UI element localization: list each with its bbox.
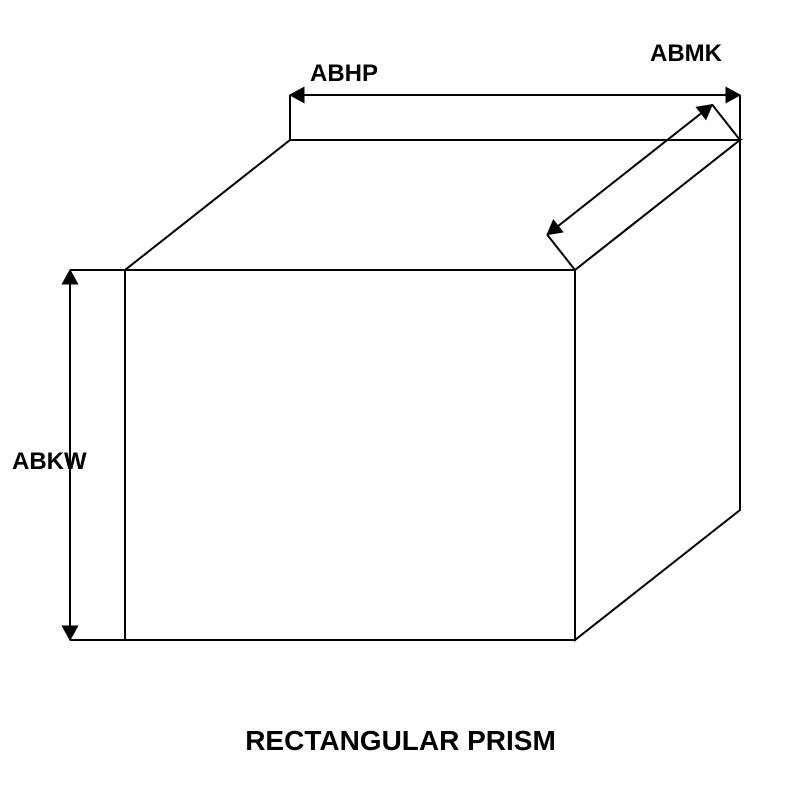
dimension-label-length: ABHP (310, 60, 378, 88)
dimension-label-width: ABMK (650, 40, 722, 68)
prism-svg (0, 0, 801, 785)
prism-diagram: ABHP ABMK ABKW RECTANGULAR PRISM (0, 0, 801, 785)
diagram-caption: RECTANGULAR PRISM (0, 725, 801, 757)
dimension-label-height: ABKW (12, 448, 87, 476)
